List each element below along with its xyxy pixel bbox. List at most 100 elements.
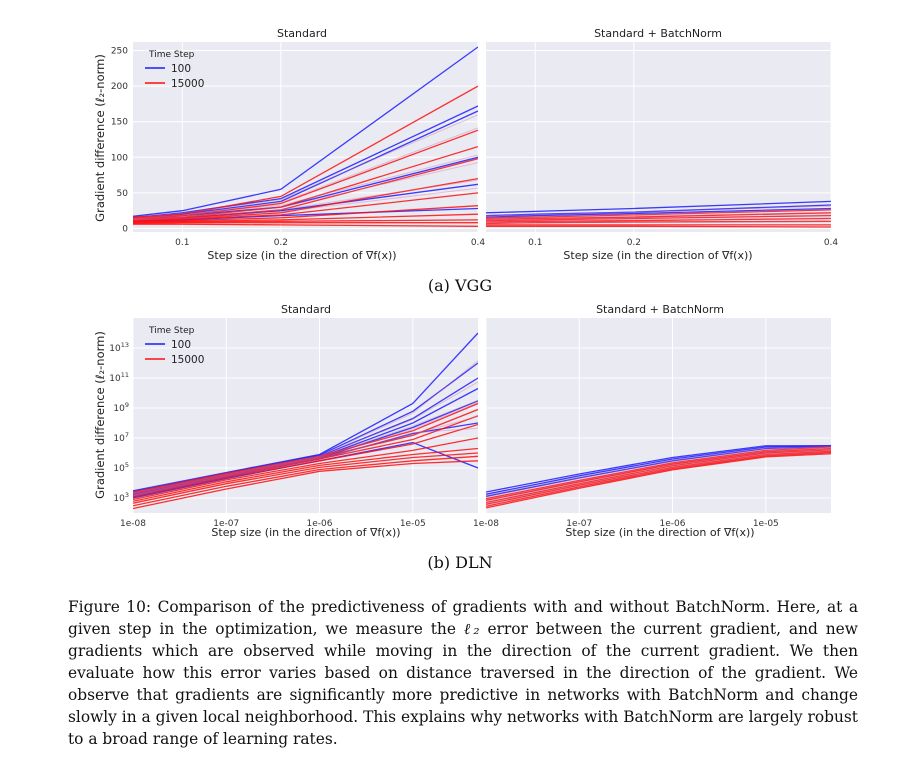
vgg-bn-x-tick-label: 0.4 — [824, 238, 839, 248]
caption-label: Figure 10: — [68, 598, 152, 616]
vgg-y-tick-label: 100 — [111, 153, 128, 163]
vgg-ylabel: Gradient difference (ℓ₂-norm) — [93, 54, 107, 222]
dln-bn-x-tick-label: 1e-08 — [473, 519, 499, 529]
series-line-timestep-15000 — [486, 450, 831, 505]
series-line-timestep-15000 — [486, 209, 831, 219]
dln-y-tick-label: 103 — [113, 491, 129, 504]
series-line-timestep-15000 — [486, 212, 831, 220]
series-line-timestep-100 — [486, 445, 831, 495]
vgg-bn-plot-background — [486, 42, 831, 232]
series-line-timestep-15000 — [133, 219, 478, 224]
series-line-intermediate — [486, 212, 831, 220]
series-line-intermediate — [486, 205, 831, 216]
vgg-subcaption: (a) VGG — [428, 276, 492, 295]
series-line-timestep-15000 — [133, 402, 478, 493]
series-line-timestep-100 — [486, 207, 831, 218]
dln-bn-x-tick-label: 1e-06 — [660, 519, 686, 529]
vgg-y-tick-label: 0 — [122, 224, 128, 234]
series-line-timestep-15000 — [133, 85, 478, 218]
dln-ylabel: Gradient difference (ℓ₂-norm) — [93, 331, 107, 499]
figure-caption: Figure 10: Comparison of the predictiven… — [68, 596, 858, 750]
dln-bn-x-tick-label: 1e-07 — [566, 519, 592, 529]
series-line-intermediate — [486, 449, 831, 504]
series-line-timestep-15000 — [133, 129, 478, 219]
series-line-intermediate — [486, 217, 831, 223]
dln-y-tick-label: 1013 — [109, 341, 129, 354]
vgg-series-group — [133, 46, 478, 227]
series-line-timestep-15000 — [133, 455, 478, 507]
vgg-bn-series-group — [486, 200, 831, 228]
series-line-timestep-15000 — [133, 452, 478, 504]
series-line-timestep-15000 — [486, 220, 831, 225]
series-line-timestep-15000 — [486, 449, 831, 504]
series-line-intermediate — [133, 179, 478, 221]
dln-y-tick-label: 109 — [113, 401, 129, 414]
legend-entry-label: 15000 — [171, 354, 204, 366]
series-line-timestep-15000 — [133, 460, 478, 510]
dln-standard-plot: 1e-08 1e-07 1e-06 1e-05 103 105 107 109 1011 1013… — [109, 318, 478, 529]
dln-y-tick-label: 107 — [113, 431, 129, 444]
series-line-intermediate — [133, 400, 478, 496]
dln-bn-x-tick-label: 1e-05 — [753, 519, 779, 529]
legend-entry-label: 100 — [171, 63, 191, 75]
dln-x-tick-label: 1e-06 — [307, 519, 333, 529]
series-line-intermediate — [486, 208, 831, 219]
series-line-timestep-15000 — [486, 214, 831, 222]
series-line-timestep-100 — [133, 332, 478, 492]
series-line-intermediate — [486, 445, 831, 496]
dln-series-group — [133, 332, 478, 510]
series-line-timestep-15000 — [486, 225, 831, 228]
series-line-timestep-15000 — [133, 423, 478, 499]
series-line-timestep-15000 — [486, 451, 831, 507]
series-line-timestep-100 — [486, 445, 831, 497]
series-line-intermediate — [486, 451, 831, 506]
series-line-timestep-15000 — [486, 217, 831, 223]
dln-y-tick-label: 105 — [113, 461, 129, 474]
vgg-x-tick-label: 0.4 — [471, 238, 486, 248]
series-line-intermediate — [133, 127, 478, 220]
legend-title: Time Step — [148, 50, 195, 60]
series-line-intermediate — [133, 427, 478, 497]
series-line-intermediate — [133, 162, 478, 220]
series-line-timestep-100 — [486, 445, 831, 493]
vgg-bn-title: Standard + BatchNorm — [594, 27, 722, 40]
dln-bn-plot: 1e-08 1e-07 1e-06 1e-05 — [473, 318, 831, 529]
series-line-timestep-15000 — [133, 222, 478, 225]
series-line-timestep-15000 — [133, 415, 478, 497]
dln-legend: Time Step 100 15000 — [145, 326, 204, 366]
legend-entry-label: 100 — [171, 339, 191, 351]
legend-title: Time Step — [148, 326, 195, 336]
vgg-x-tick-label: 0.2 — [274, 238, 288, 248]
series-line-timestep-15000 — [133, 145, 478, 220]
series-line-timestep-15000 — [486, 447, 831, 501]
series-line-timestep-15000 — [486, 453, 831, 509]
series-line-intermediate — [486, 446, 831, 498]
series-line-timestep-15000 — [133, 223, 478, 227]
dln-bn-xlabel: Step size (in the direction of ∇f(x)) — [565, 526, 754, 539]
series-line-timestep-100 — [486, 200, 831, 214]
svg-text:Gradient difference (ℓ₂-norm): Gradient difference (ℓ₂-norm) — [93, 54, 107, 222]
dln-x-tick-label: 1e-08 — [120, 519, 146, 529]
vgg-y-tick-label: 250 — [111, 47, 128, 57]
series-line-intermediate — [133, 381, 478, 495]
series-line-timestep-15000 — [133, 158, 478, 220]
series-line-intermediate — [486, 448, 831, 502]
vgg-x-tick-label: 0.1 — [175, 238, 189, 248]
vgg-y-tick-label: 150 — [111, 118, 128, 128]
series-line-timestep-15000 — [486, 446, 831, 500]
series-line-timestep-15000 — [133, 408, 478, 495]
dln-x-tick-label: 1e-07 — [213, 519, 239, 529]
vgg-standard-plot: 0.1 0.2 0.4 0 50 100 150 200 250 Time Step 100 1500… — [111, 42, 486, 248]
dln-bn-series-group — [486, 445, 831, 509]
series-line-timestep-100 — [486, 204, 831, 217]
vgg-bn-x-tick-label: 0.2 — [627, 238, 641, 248]
series-line-intermediate — [486, 221, 831, 224]
series-line-intermediate — [133, 114, 478, 219]
caption-l2-symbol: ℓ₂ — [463, 620, 480, 638]
series-line-timestep-15000 — [133, 205, 478, 222]
series-line-intermediate — [133, 360, 478, 493]
figure: Standard Standard + BatchNorm Gradient d… — [93, 27, 839, 572]
series-line-intermediate — [133, 154, 478, 220]
series-line-timestep-15000 — [133, 213, 478, 223]
series-line-intermediate — [486, 447, 831, 500]
